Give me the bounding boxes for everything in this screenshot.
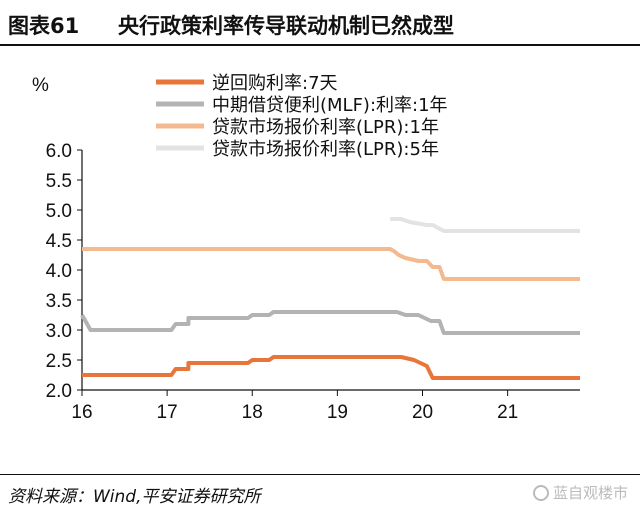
legend-label-2: 中期借贷便利(MLF):利率:1年 [212,95,448,116]
header-rule [0,44,640,46]
y-tick-label: 5.0 [46,201,72,222]
series-line-2 [80,310,580,335]
legend-label-1: 逆回购利率:7天 [212,73,338,94]
series-line-3 [82,247,580,281]
series-layer [80,217,580,380]
rate-chart: 2.02.53.03.54.04.55.05.56.016 17 18 19 20 21 … [32,73,580,423]
watermark: 蓝自观楼市 [532,482,628,503]
y-tick-label: 3.0 [46,321,72,342]
x-tick-label: 16 [71,402,92,423]
legend-label-3: 贷款市场报价利率(LPR):1年 [212,117,439,138]
y-tick-label: 6.0 [46,141,72,162]
watermark-icon [532,485,549,501]
chart-axes: 2.0 2.5 3.0 3.5 4.0 4.5 5.0 5.5 6.0 16 17 18 19 20 21 [46,141,580,423]
y-unit-label: % [32,75,49,96]
y-tick-label: 2.0 [46,381,72,402]
figure-title: 央行政策利率传导联动机制已然成型 [118,14,454,38]
x-tick-label: 21 [497,402,518,423]
source-note: 资料来源：Wind,平安证券研究所 [8,487,261,507]
x-tick-label: 19 [327,402,348,423]
x-tick-label: 20 [412,402,433,423]
series-line-4 [390,217,580,233]
y-tick-label: 4.0 [46,261,72,282]
figure-number: 图表61 [8,14,80,38]
footer-rule [0,474,640,475]
y-tick-label: 2.5 [46,351,72,372]
chart-legend: 逆回购利率:7天中期借贷便利(MLF):利率:1年贷款市场报价利率(LPR):1… [156,73,448,160]
series-line-1 [82,355,580,380]
x-tick-label: 18 [242,402,263,423]
watermark-text: 蓝自观楼市 [552,484,628,502]
x-tick-label: 17 [157,402,178,423]
y-tick-label: 4.5 [46,231,72,252]
y-tick-label: 5.5 [46,171,72,192]
figure-header: 图表61 央行政策利率传导联动机制已然成型 [0,0,640,46]
y-tick-label: 3.5 [46,291,72,312]
legend-label-4: 贷款市场报价利率(LPR):5年 [212,139,439,160]
